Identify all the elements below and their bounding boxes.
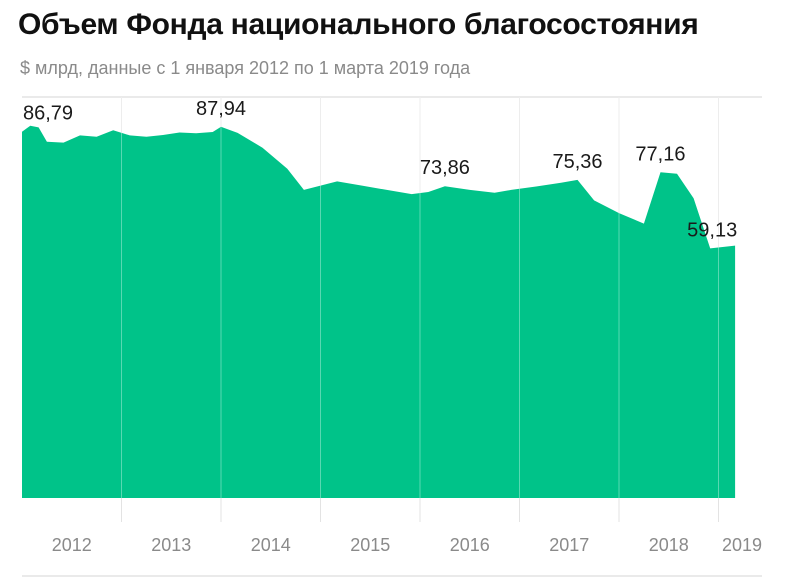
chart-title: Объем Фонда национального благосостояния (18, 8, 699, 41)
x-axis: 2012 2013 2014 2015 2016 2017 2018 2019 (52, 535, 762, 555)
grid-overlay (121, 97, 719, 498)
data-label: 86,79 (23, 103, 73, 125)
x-tick-label: 2013 (151, 535, 191, 555)
x-tick-label: 2017 (549, 535, 589, 555)
data-label: 73,86 (420, 157, 470, 179)
x-tick-label: 2019 (722, 535, 762, 555)
area-series (22, 125, 736, 498)
x-tick-label: 2012 (52, 535, 92, 555)
x-tick-label: 2014 (251, 535, 291, 555)
data-label: 77,16 (635, 143, 685, 165)
data-label: 87,94 (196, 98, 246, 120)
x-tick-label: 2015 (350, 535, 390, 555)
x-tick-label: 2018 (649, 535, 689, 555)
chart-subtitle: $ млрд, данные с 1 января 2012 по 1 март… (20, 58, 471, 78)
area-layer (22, 125, 736, 498)
data-label: 59,13 (687, 219, 737, 241)
data-labels: 86,79 87,94 73,86 75,36 77,16 59,13 (23, 98, 737, 242)
x-tick-label: 2016 (450, 535, 490, 555)
data-label: 75,36 (553, 151, 603, 173)
